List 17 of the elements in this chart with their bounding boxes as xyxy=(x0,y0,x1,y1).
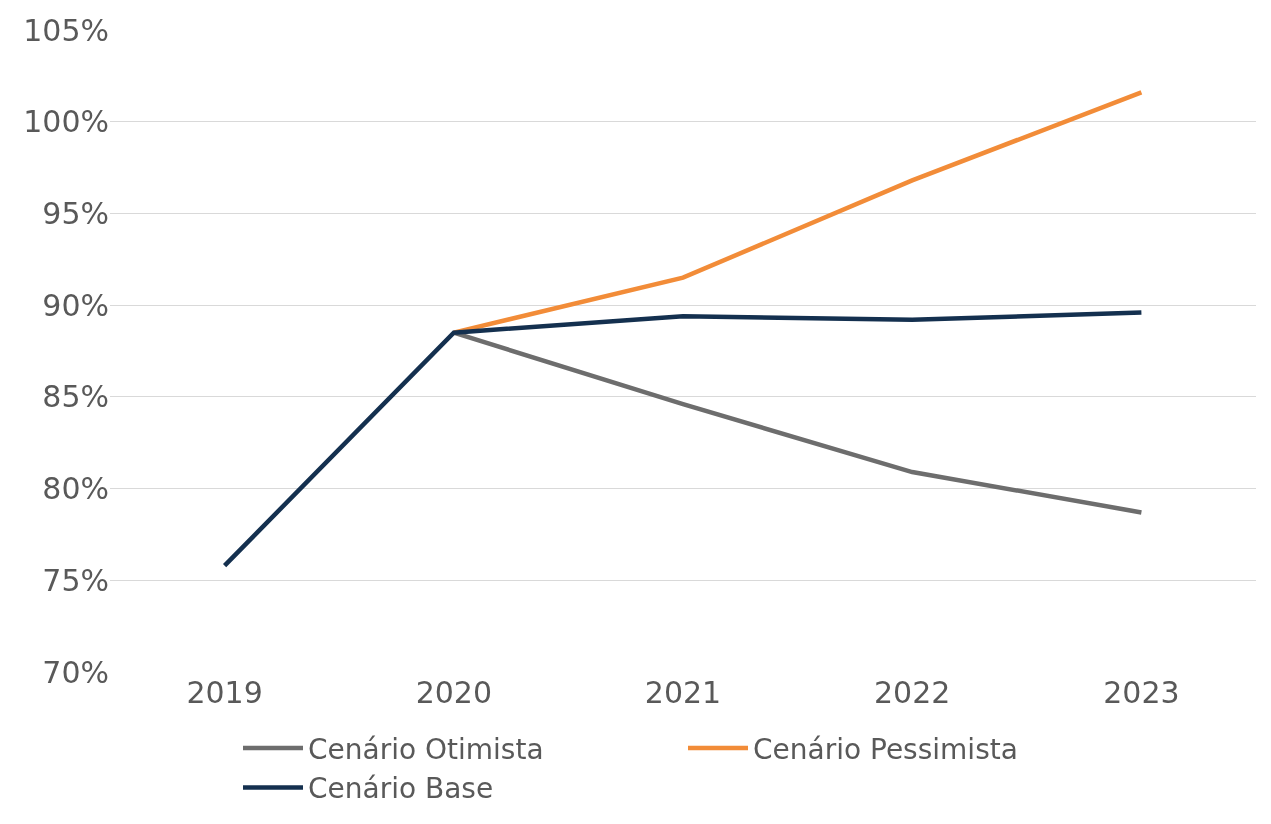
y-tick-label: 95% xyxy=(42,195,109,231)
legend-label: Cenário Otimista xyxy=(308,732,544,766)
x-tick-label: 2019 xyxy=(186,675,263,710)
x-tick-label: 2020 xyxy=(415,675,492,710)
legend-label: Cenário Pessimista xyxy=(753,732,1018,766)
y-tick-label: 80% xyxy=(42,471,109,507)
y-tick-label: 105% xyxy=(23,12,109,48)
x-tick-label: 2021 xyxy=(644,675,722,710)
legend-label: Cenário Base xyxy=(308,772,494,806)
y-tick-label: 100% xyxy=(23,104,109,140)
x-tick-label: 2022 xyxy=(874,675,951,710)
line-series xyxy=(222,310,1144,568)
y-tick-label: 85% xyxy=(42,379,109,415)
x-tick-label: 2023 xyxy=(1103,675,1180,710)
y-tick-label: 70% xyxy=(42,654,109,690)
y-tick-label: 90% xyxy=(42,287,109,323)
y-tick-label: 75% xyxy=(42,562,109,598)
